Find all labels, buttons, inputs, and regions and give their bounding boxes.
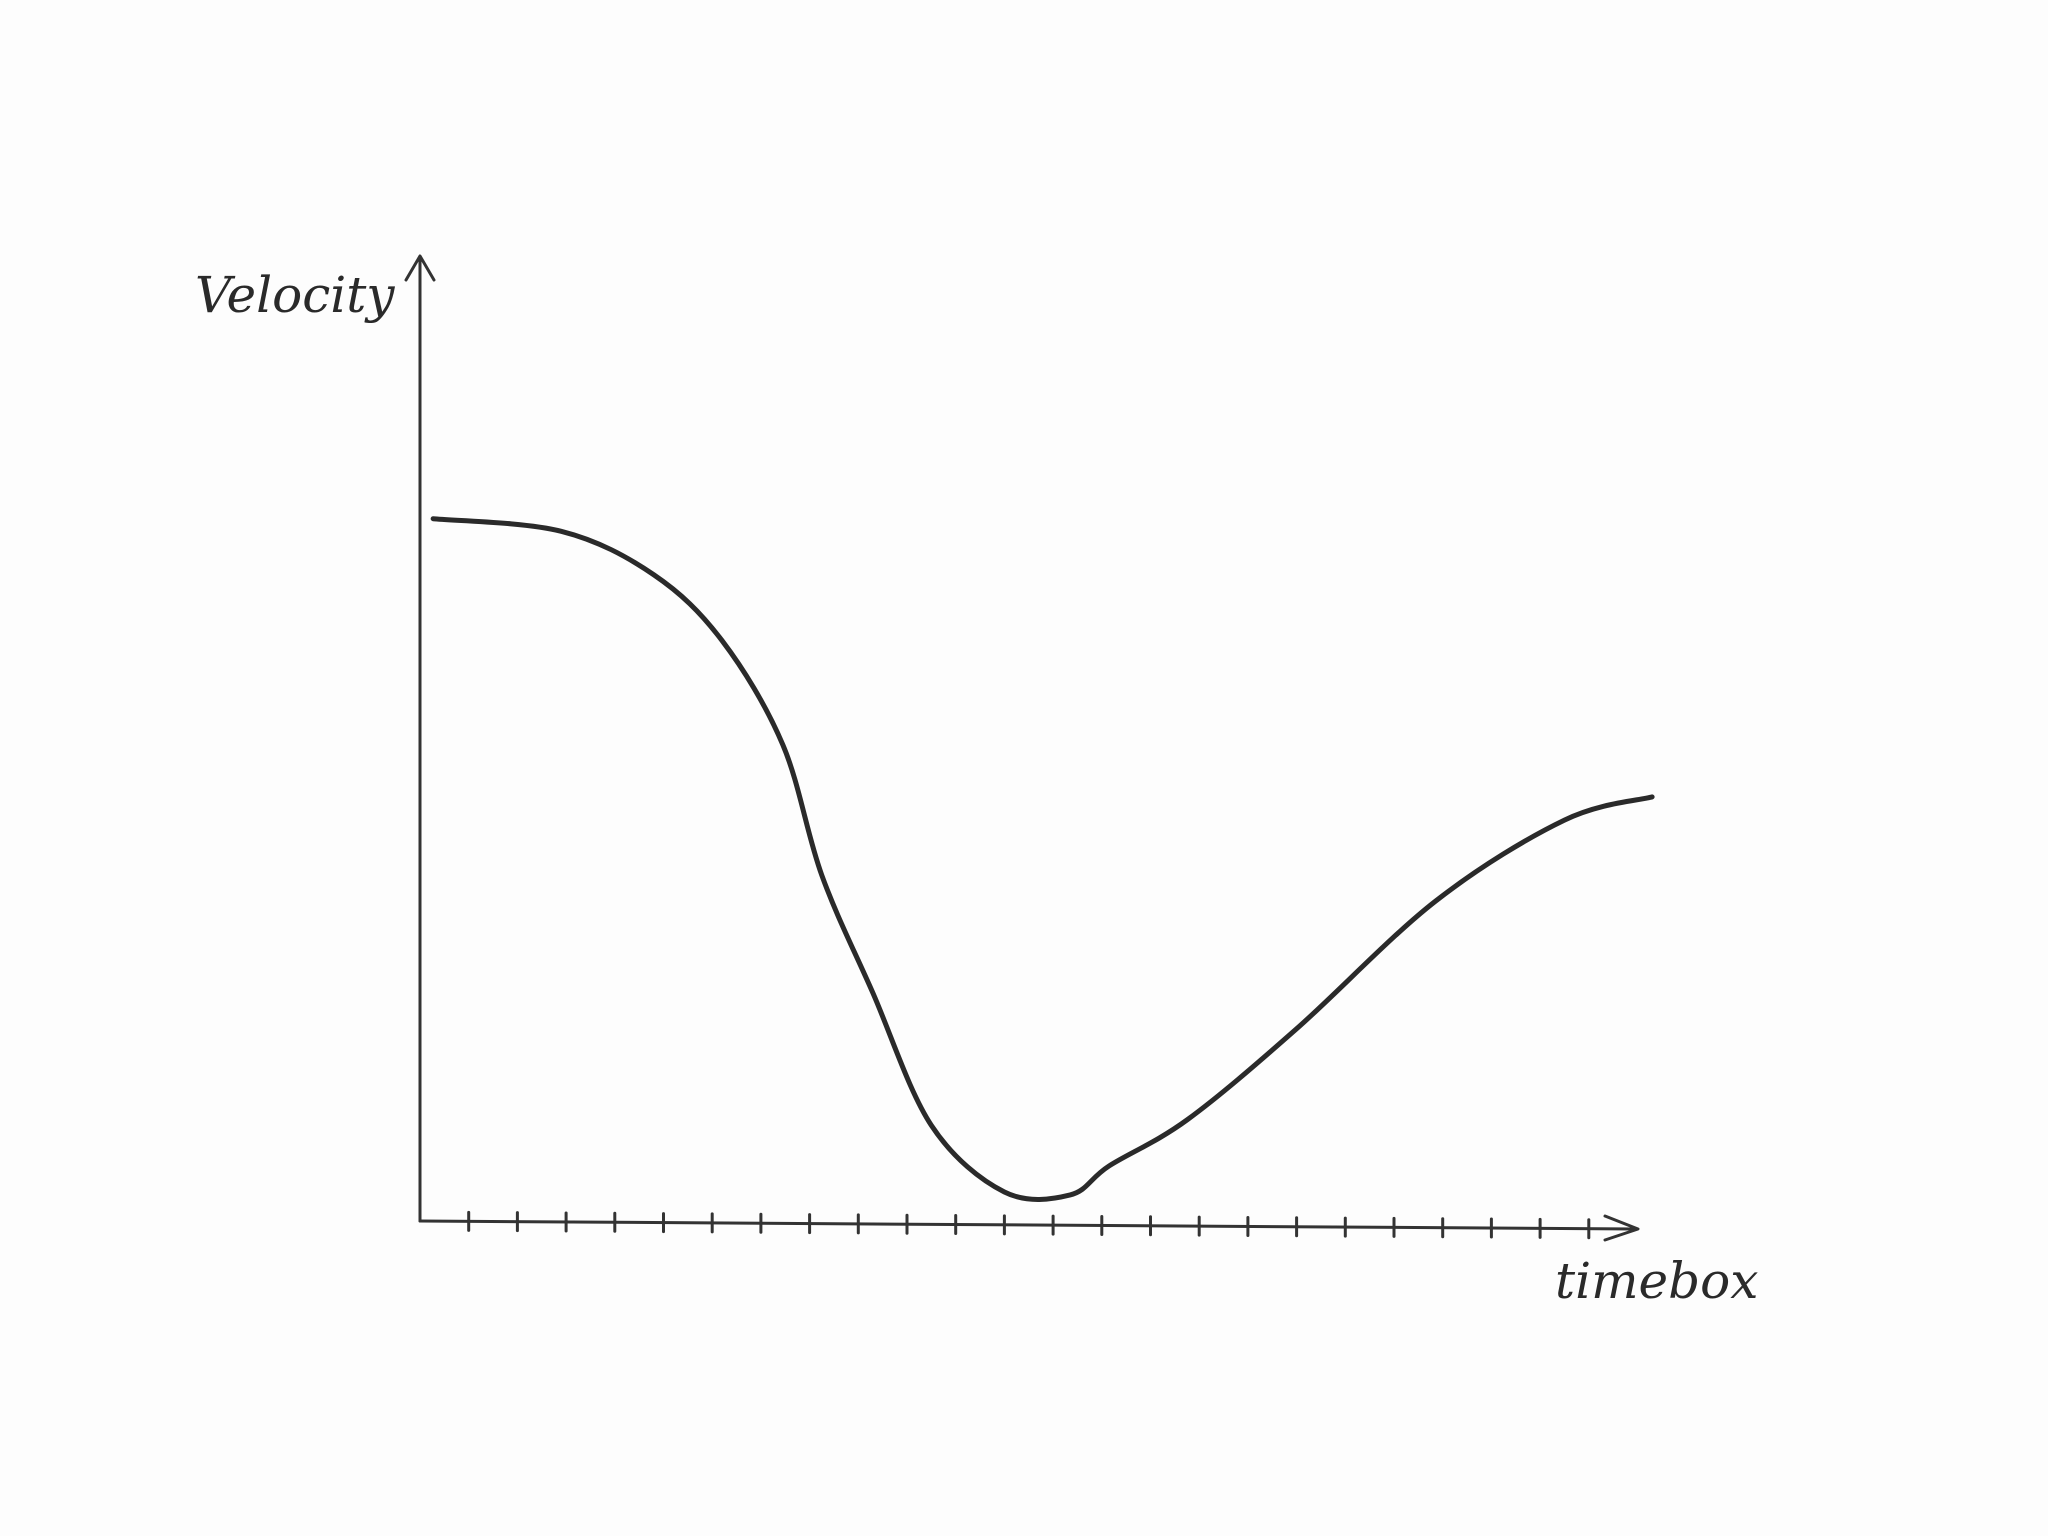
y-axis-arrow (404, 254, 436, 282)
x-axis-arrow (1603, 1214, 1640, 1242)
x-axis (418, 1219, 1638, 1231)
velocity-line (430, 516, 1655, 1202)
x-axis-label: timebox (1555, 1252, 1758, 1310)
axes (404, 254, 1640, 1242)
y-axis-label: Velocity (195, 266, 395, 324)
